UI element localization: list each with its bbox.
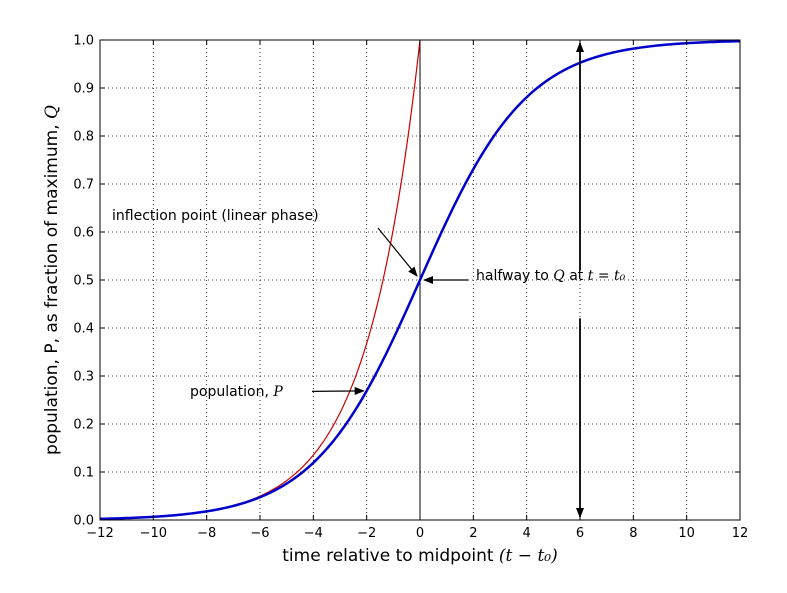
y-tick-label: 1.0 <box>73 34 94 49</box>
annotation-population-math: P <box>272 384 283 400</box>
x-tick-label: 0 <box>416 526 424 541</box>
annotation-halfway-math-q: Q <box>553 268 565 284</box>
x-tick-label: −8 <box>197 526 216 541</box>
y-tick-label: 0.3 <box>73 370 94 385</box>
x-tick-label: −10 <box>140 526 167 541</box>
x-axis-label: time relative to midpoint (t − t₀) <box>282 546 557 566</box>
x-tick-label: 4 <box>523 526 531 541</box>
annotation-population-prefix: population, <box>190 384 273 400</box>
y-tick-label: 0.4 <box>73 322 94 337</box>
y-tick-label: 0.0 <box>73 514 94 529</box>
annotation-inflection-point: inflection point (linear phase) <box>112 208 319 224</box>
annotation-halfway-math-t: t = t₀ <box>588 268 626 284</box>
annotation-halfway: halfway to Q at t = t₀ <box>476 268 626 284</box>
y-axis-label: population, P, as fraction of maximum, Q <box>42 105 62 455</box>
logistic-curve <box>99 39 741 521</box>
y-tick-label: 0.1 <box>73 466 94 481</box>
x-tick-label: 2 <box>469 526 477 541</box>
axis-ticks <box>99 39 741 521</box>
y-tick-label: 0.8 <box>73 130 94 145</box>
y-tick-label: 0.9 <box>73 82 94 97</box>
y-tick-label: 0.5 <box>73 274 94 289</box>
y-tick-label: 0.7 <box>73 178 94 193</box>
tick-labels: −12 −10 −8 −6 −4 −2 0 2 4 6 8 10 12 0.0 0.1 0.2 0.3 0.4 0.… <box>73 34 748 542</box>
x-tick-label: −12 <box>86 526 113 541</box>
x-tick-label: −4 <box>304 526 323 541</box>
x-tick-label: −6 <box>250 526 269 541</box>
y-tick-label: 0.2 <box>73 418 94 433</box>
x-tick-label: 10 <box>678 526 695 541</box>
annotation-inflection-arrow <box>377 227 418 277</box>
annotation-halfway-mid: at <box>565 268 588 284</box>
x-tick-label: 12 <box>732 526 749 541</box>
annotations: inflection point (linear phase) halfway t… <box>112 208 626 400</box>
x-tick-label: 8 <box>629 526 637 541</box>
y-tick-label: 0.6 <box>73 226 94 241</box>
x-tick-label: 6 <box>576 526 584 541</box>
x-tick-label: −2 <box>357 526 376 541</box>
annotation-population: population, P <box>190 384 283 400</box>
annotation-halfway-prefix: halfway to <box>476 268 553 284</box>
